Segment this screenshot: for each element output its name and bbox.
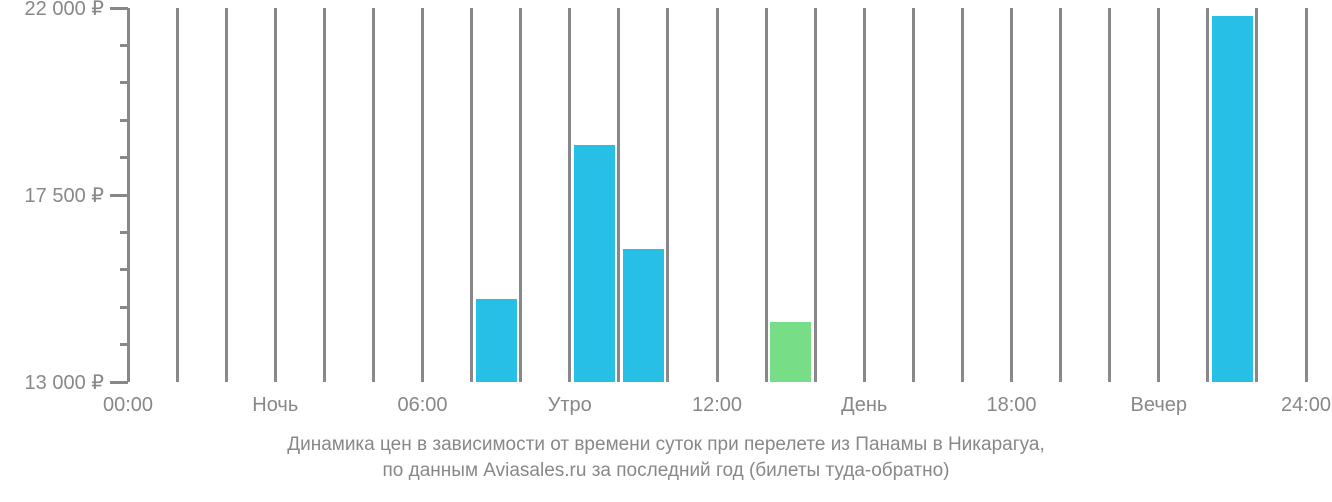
x-gridline	[225, 8, 228, 382]
x-gridline	[323, 8, 326, 382]
price-bar	[623, 249, 664, 382]
x-gridline	[470, 8, 473, 382]
x-gridline	[863, 8, 866, 382]
x-axis-label: 18:00	[952, 394, 1072, 417]
x-axis-label: День	[804, 394, 924, 417]
x-gridline	[519, 8, 522, 382]
x-gridline	[568, 8, 571, 382]
y-tick-major	[110, 7, 128, 10]
y-tick-label: 13 000 ₽	[0, 370, 104, 395]
x-axis-label: Ночь	[215, 394, 335, 417]
x-gridline	[127, 8, 130, 382]
chart-caption-line2: по данным Aviasales.ru за последний год …	[0, 460, 1332, 482]
x-gridline	[1305, 8, 1308, 382]
y-tick-major	[110, 381, 128, 384]
price-bar	[476, 299, 517, 382]
price-bar	[770, 322, 811, 382]
x-gridline	[1010, 8, 1013, 382]
x-axis-label: Утро	[510, 394, 630, 417]
x-gridline	[372, 8, 375, 382]
x-gridline	[274, 8, 277, 382]
x-gridline	[1206, 8, 1209, 382]
x-gridline	[1059, 8, 1062, 382]
x-gridline	[1157, 8, 1160, 382]
x-axis-label: 06:00	[363, 394, 483, 417]
x-gridline	[961, 8, 964, 382]
x-gridline	[912, 8, 915, 382]
x-gridline	[666, 8, 669, 382]
y-tick-label: 17 500 ₽	[0, 183, 104, 208]
x-gridline	[765, 8, 768, 382]
x-gridline	[716, 8, 719, 382]
x-gridline	[617, 8, 620, 382]
x-gridline	[421, 8, 424, 382]
x-gridline	[1108, 8, 1111, 382]
x-gridline	[176, 8, 179, 382]
price-bar	[1212, 16, 1253, 382]
x-axis-label: 00:00	[68, 394, 188, 417]
x-axis-label: Вечер	[1099, 394, 1219, 417]
x-axis-label: 12:00	[657, 394, 777, 417]
price-by-hour-chart: 22 000 ₽ 17 500 ₽ 13 000 ₽ 00:00 Ночь 06:00 У…	[0, 0, 1332, 502]
chart-caption-line1: Динамика цен в зависимости от времени су…	[0, 434, 1332, 456]
x-gridline	[1255, 8, 1258, 382]
x-gridline	[814, 8, 817, 382]
y-tick-major	[110, 194, 128, 197]
x-axis-label: 24:00	[1246, 394, 1332, 417]
y-tick-label: 22 000 ₽	[0, 0, 104, 21]
price-bar	[574, 145, 615, 382]
